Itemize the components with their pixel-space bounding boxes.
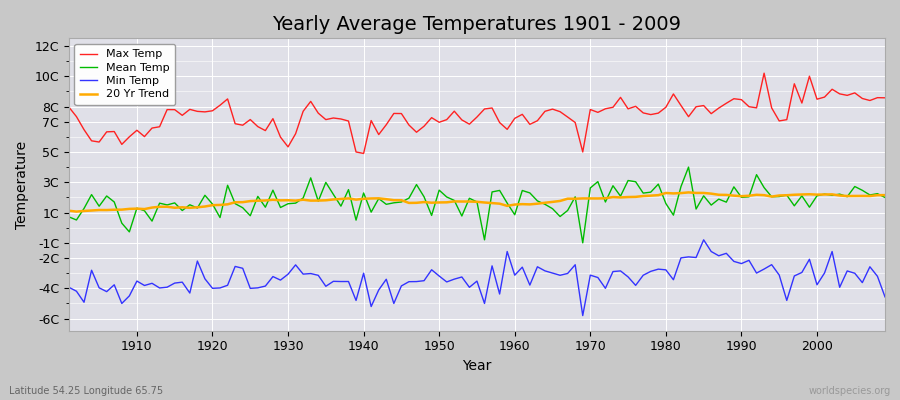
Min Temp	[502, 249, 513, 254]
Title: Yearly Average Temperatures 1901 - 2009: Yearly Average Temperatures 1901 - 2009	[273, 15, 681, 34]
Mean Temp	[879, 195, 890, 200]
Max Temp	[64, 105, 75, 110]
Mean Temp	[124, 230, 135, 234]
20 Yr Trend	[517, 202, 527, 206]
20 Yr Trend	[509, 202, 520, 207]
Max Temp	[358, 151, 369, 156]
Max Temp	[124, 134, 135, 139]
Min Temp	[608, 269, 618, 274]
Mean Temp	[608, 183, 618, 188]
Mean Temp	[502, 201, 513, 206]
Max Temp	[290, 131, 301, 136]
Min Temp	[124, 294, 135, 298]
20 Yr Trend	[71, 209, 82, 214]
Mean Temp	[64, 214, 75, 219]
Max Temp	[608, 105, 618, 110]
Y-axis label: Temperature: Temperature	[15, 140, 29, 228]
Max Temp	[517, 112, 527, 117]
Min Temp	[509, 273, 520, 278]
Mean Temp	[336, 204, 346, 208]
Mean Temp	[290, 201, 301, 206]
Text: worldspecies.org: worldspecies.org	[809, 386, 891, 396]
Line: Min Temp: Min Temp	[69, 240, 885, 316]
Line: Max Temp: Max Temp	[69, 73, 885, 154]
20 Yr Trend	[64, 208, 75, 213]
20 Yr Trend	[298, 197, 309, 202]
Min Temp	[290, 262, 301, 267]
Line: 20 Yr Trend: 20 Yr Trend	[69, 192, 885, 212]
Min Temp	[879, 294, 890, 299]
Mean Temp	[683, 165, 694, 170]
Min Temp	[336, 279, 346, 284]
Line: Mean Temp: Mean Temp	[69, 167, 885, 243]
20 Yr Trend	[683, 190, 694, 195]
Mean Temp	[509, 212, 520, 217]
Max Temp	[759, 71, 769, 76]
Min Temp	[577, 313, 588, 318]
Mean Temp	[577, 240, 588, 245]
Max Temp	[336, 116, 346, 121]
Max Temp	[509, 116, 520, 121]
Max Temp	[879, 96, 890, 100]
X-axis label: Year: Year	[463, 359, 491, 373]
Min Temp	[698, 238, 709, 242]
20 Yr Trend	[343, 196, 354, 201]
20 Yr Trend	[608, 195, 618, 200]
Legend: Max Temp, Mean Temp, Min Temp, 20 Yr Trend: Max Temp, Mean Temp, Min Temp, 20 Yr Tre…	[75, 44, 175, 105]
20 Yr Trend	[879, 193, 890, 198]
Text: Latitude 54.25 Longitude 65.75: Latitude 54.25 Longitude 65.75	[9, 386, 163, 396]
Min Temp	[64, 285, 75, 290]
20 Yr Trend	[131, 206, 142, 211]
